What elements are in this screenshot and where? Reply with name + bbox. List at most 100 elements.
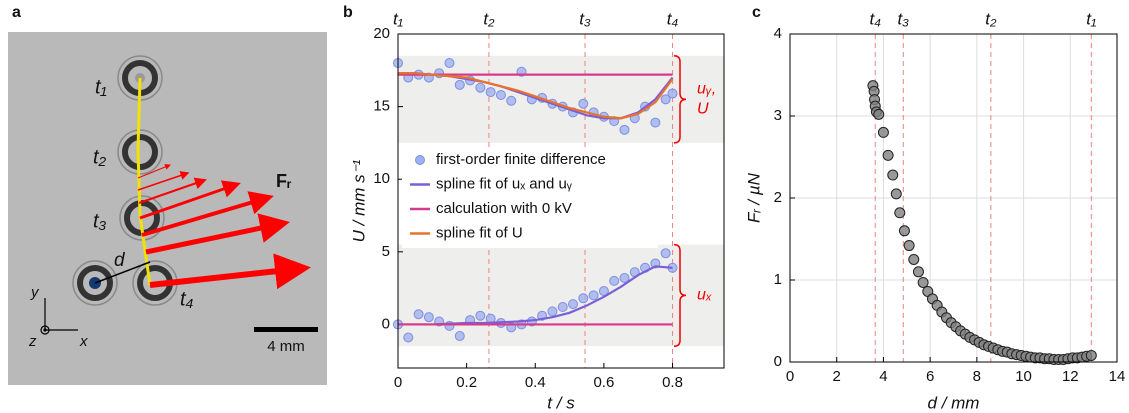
point xyxy=(475,310,486,321)
point xyxy=(495,89,506,100)
event-label: t₄ xyxy=(869,9,881,28)
time-label: t₄ xyxy=(180,288,194,310)
line xyxy=(398,72,674,120)
point xyxy=(873,108,885,120)
y-tick-label: 2 xyxy=(774,189,782,206)
panel-label: a xyxy=(12,4,21,21)
y-tick-label: 3 xyxy=(774,107,782,124)
scale-bar xyxy=(254,327,318,332)
y-tick-label: 5 xyxy=(382,243,390,260)
x-tick-label: 0.6 xyxy=(593,374,614,391)
x-tick-label: 2 xyxy=(833,368,841,385)
axis-label: x xyxy=(79,333,88,350)
x-axis-label: d / mm xyxy=(928,393,980,412)
point xyxy=(423,312,434,323)
legend-label: first-order finite difference xyxy=(436,151,606,168)
band xyxy=(398,244,724,347)
x-tick-label: 0.8 xyxy=(662,374,683,391)
brace-label: uᵧ, xyxy=(697,81,716,98)
brace-label: U xyxy=(697,101,709,118)
point xyxy=(444,58,455,69)
panel-label: b xyxy=(343,4,353,21)
point xyxy=(660,94,671,105)
x-tick-label: 0 xyxy=(786,368,794,385)
scale-label: 4 mm xyxy=(267,338,305,355)
band xyxy=(398,55,724,143)
point xyxy=(547,306,558,317)
x-axis-label: t / s xyxy=(547,393,575,412)
x-tick-label: 0.2 xyxy=(456,374,477,391)
x-tick-label: 0 xyxy=(394,374,402,391)
point xyxy=(890,188,902,200)
y-tick-label: 0 xyxy=(382,315,390,332)
y-tick-label: 10 xyxy=(373,170,390,187)
x-tick-label: 14 xyxy=(1109,368,1126,385)
legend-symbol xyxy=(415,155,425,165)
point xyxy=(903,240,915,252)
legend-label: calculation with 0 kV xyxy=(436,200,572,217)
y-tick-label: 0 xyxy=(774,353,782,370)
point xyxy=(578,293,589,304)
point xyxy=(619,272,630,283)
point xyxy=(667,88,678,99)
event-label: t₃ xyxy=(898,9,910,28)
point xyxy=(894,207,906,219)
point xyxy=(454,331,465,342)
x-tick-label: 4 xyxy=(879,368,887,385)
event-label: t₁ xyxy=(1086,9,1096,28)
event-label: t₁ xyxy=(393,9,403,28)
trajectory xyxy=(136,77,152,286)
event-label: t₄ xyxy=(667,9,679,28)
point xyxy=(917,276,929,288)
x-tick-label: 8 xyxy=(973,368,981,385)
legend-label: spline fit of uₓ and uᵧ xyxy=(436,175,572,192)
y-tick-label: 15 xyxy=(373,98,390,115)
point xyxy=(578,98,589,109)
point xyxy=(588,290,599,301)
time-label: t₁ xyxy=(95,76,107,98)
point xyxy=(898,225,910,237)
event-label: t₂ xyxy=(483,9,495,28)
legend-label: spline fit of U xyxy=(436,224,523,241)
plot-frame xyxy=(789,33,1118,363)
point xyxy=(475,82,486,93)
point xyxy=(660,248,671,259)
point xyxy=(609,275,620,286)
point xyxy=(598,286,609,297)
event-label: t₂ xyxy=(985,9,997,28)
y-tick-label: 20 xyxy=(373,25,390,42)
x-tick-label: 10 xyxy=(1015,368,1032,385)
force-label: Fᵣ xyxy=(276,171,292,191)
legend-box xyxy=(402,148,658,248)
y-axis-label: Fᵣ / µN xyxy=(744,172,763,223)
point xyxy=(908,254,920,265)
point xyxy=(454,79,465,90)
brace xyxy=(673,243,687,347)
y-tick-label: 4 xyxy=(774,25,782,42)
y-tick-label: 1 xyxy=(774,271,782,288)
axes-icon xyxy=(40,298,78,335)
force-arrows xyxy=(137,164,311,290)
distance-label: d xyxy=(114,250,126,271)
point xyxy=(912,266,924,278)
point xyxy=(506,95,517,106)
point xyxy=(568,299,579,310)
brace-label: uₓ xyxy=(697,287,712,304)
point xyxy=(882,149,894,161)
y-axis-label: U / mm s⁻¹ xyxy=(349,159,368,242)
point xyxy=(887,169,899,181)
x-tick-label: 0.4 xyxy=(525,374,546,391)
x-tick-label: 6 xyxy=(926,368,934,385)
panel-a: a t₁ t₂ t₃ t₄ Fᵣ d y z x 4 mm xyxy=(8,4,327,385)
point xyxy=(1085,349,1097,361)
time-label: t₃ xyxy=(93,210,107,232)
time-label: t₂ xyxy=(93,146,107,168)
panel-label: c xyxy=(752,4,761,21)
point xyxy=(485,87,496,98)
point xyxy=(557,302,568,313)
distance-line xyxy=(94,261,151,284)
event-label: t₃ xyxy=(579,9,591,28)
point xyxy=(403,332,414,343)
point xyxy=(650,117,661,128)
